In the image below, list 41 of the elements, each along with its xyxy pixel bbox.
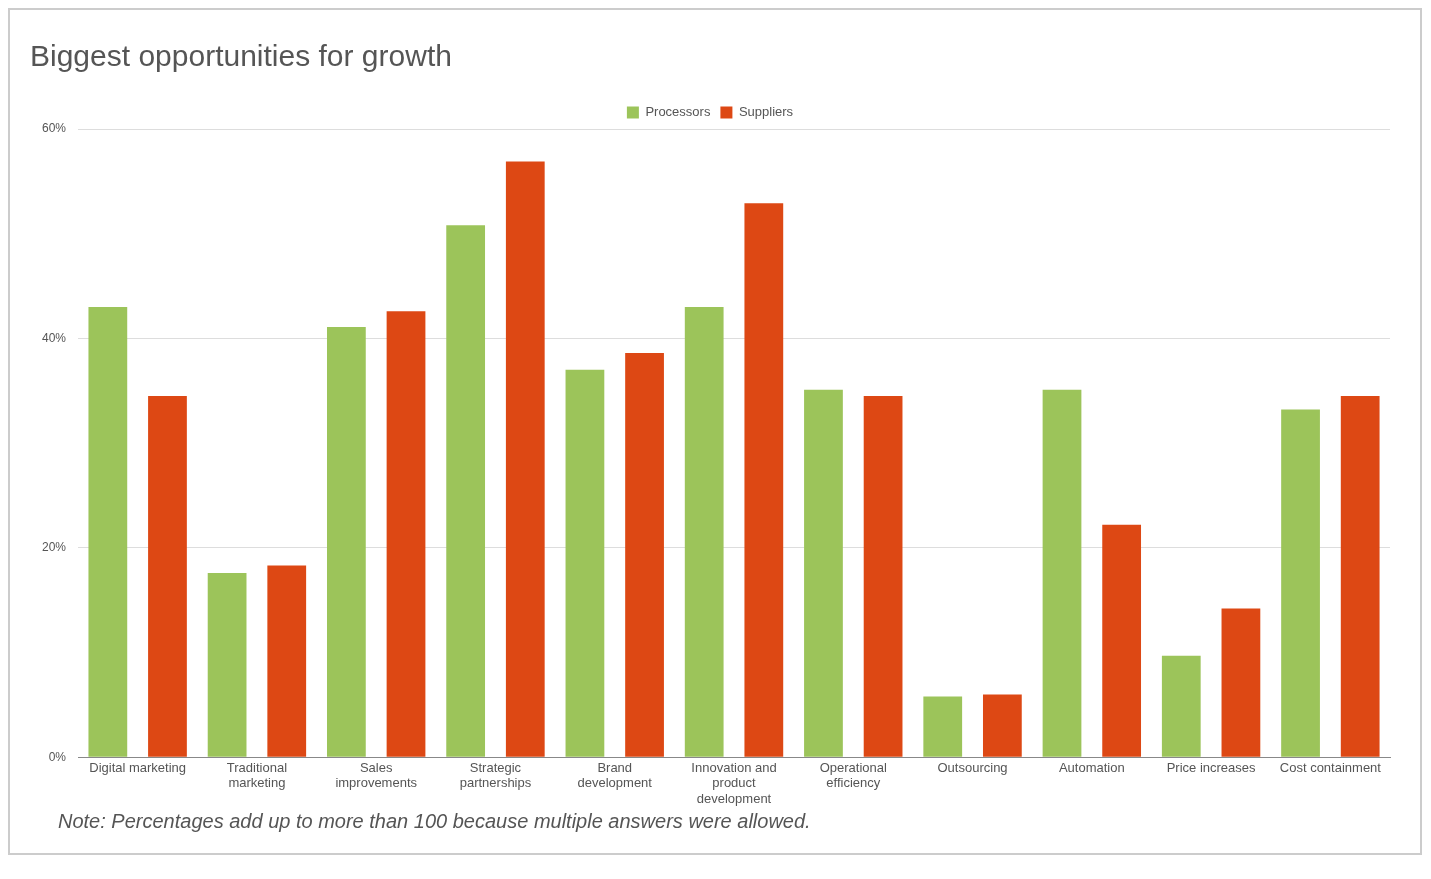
legend-label: Processors [645, 104, 711, 120]
y-tick-label: 20% [41, 540, 67, 555]
x-tick-label: Brand development [577, 759, 653, 791]
bar [446, 225, 486, 757]
x-tick-label: Strategic partnerships [459, 759, 532, 791]
bar [863, 395, 903, 757]
bar [744, 203, 784, 757]
bar [982, 694, 1022, 757]
bar [1102, 524, 1142, 757]
x-tick-label: Outsourcing [937, 759, 1008, 775]
x-tick-label: Traditional marketing [226, 759, 288, 791]
x-tick-label: Automation [1058, 759, 1125, 775]
text: Note: Percentages add up to more than 100 because multiple answers were allowed. [58, 810, 812, 833]
y-tick-label: 40% [41, 330, 67, 345]
bar [327, 326, 366, 757]
x-tick-label: Digital marketing [89, 759, 187, 775]
y-tick-label: 0% [48, 749, 67, 764]
bar [804, 389, 843, 757]
bar [1161, 655, 1201, 757]
bar [386, 311, 426, 757]
bar [148, 395, 187, 757]
bar [684, 306, 724, 757]
bar [1340, 395, 1380, 757]
bar [1221, 608, 1261, 757]
x-tick-label: Cost containment [1279, 759, 1382, 775]
bar [565, 369, 605, 757]
bar [923, 696, 963, 757]
x-tick-label: Operational efficiency [819, 759, 887, 791]
bar [207, 572, 247, 757]
bar [1281, 409, 1320, 757]
x-tick-label: Sales improvements [335, 759, 418, 791]
bar [505, 161, 545, 757]
bar [625, 353, 664, 757]
chart-title: Biggest opportunities for growth [30, 39, 452, 73]
y-tick-label: 60% [41, 121, 67, 136]
legend-label: Suppliers [738, 104, 794, 120]
bar [267, 565, 307, 757]
x-tick-label: Innovation and product development [691, 759, 777, 806]
bar [88, 306, 128, 757]
bar [1042, 389, 1082, 757]
x-tick-label: Price increases [1166, 759, 1257, 775]
